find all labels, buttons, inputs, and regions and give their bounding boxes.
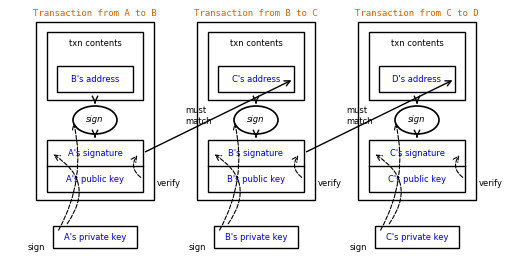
Text: C's signature: C's signature: [390, 149, 444, 158]
Text: verify: verify: [157, 178, 181, 187]
Bar: [36, 22, 154, 200]
Bar: [53, 226, 137, 248]
Bar: [197, 22, 315, 200]
Bar: [218, 66, 294, 92]
Text: sign: sign: [408, 116, 425, 124]
Text: txn contents: txn contents: [229, 39, 283, 48]
Text: C's address: C's address: [232, 75, 280, 84]
Bar: [47, 140, 143, 192]
Text: must
match: must match: [185, 106, 212, 126]
Bar: [369, 140, 465, 192]
Text: txn contents: txn contents: [69, 39, 121, 48]
Text: D's address: D's address: [393, 75, 441, 84]
Bar: [375, 226, 459, 248]
Bar: [358, 22, 476, 200]
Text: B's signature: B's signature: [228, 149, 284, 158]
Text: sign: sign: [87, 116, 104, 124]
Bar: [379, 66, 455, 92]
Text: C's public key: C's public key: [388, 175, 446, 184]
Bar: [208, 32, 304, 100]
Text: verify: verify: [318, 178, 342, 187]
Bar: [214, 226, 298, 248]
Bar: [208, 140, 304, 192]
Text: verify: verify: [479, 178, 503, 187]
Bar: [369, 32, 465, 100]
Ellipse shape: [395, 106, 439, 134]
Ellipse shape: [234, 106, 278, 134]
Text: sign: sign: [188, 242, 206, 252]
Text: A's signature: A's signature: [68, 149, 122, 158]
Text: sign: sign: [28, 242, 45, 252]
Bar: [47, 32, 143, 100]
Text: sign: sign: [350, 242, 367, 252]
Text: A's private key: A's private key: [64, 233, 126, 241]
Text: sign: sign: [247, 116, 265, 124]
Text: B's address: B's address: [71, 75, 119, 84]
Text: C's private key: C's private key: [386, 233, 448, 241]
Bar: [57, 66, 133, 92]
Text: must
match: must match: [347, 106, 373, 126]
Ellipse shape: [73, 106, 117, 134]
Text: txn contents: txn contents: [391, 39, 443, 48]
Text: Transaction from B to C: Transaction from B to C: [194, 9, 318, 18]
Text: Transaction from A to B: Transaction from A to B: [33, 9, 157, 18]
Text: B's public key: B's public key: [227, 175, 285, 184]
Text: B's private key: B's private key: [225, 233, 287, 241]
Text: Transaction from C to D: Transaction from C to D: [355, 9, 479, 18]
Text: A's public key: A's public key: [66, 175, 124, 184]
